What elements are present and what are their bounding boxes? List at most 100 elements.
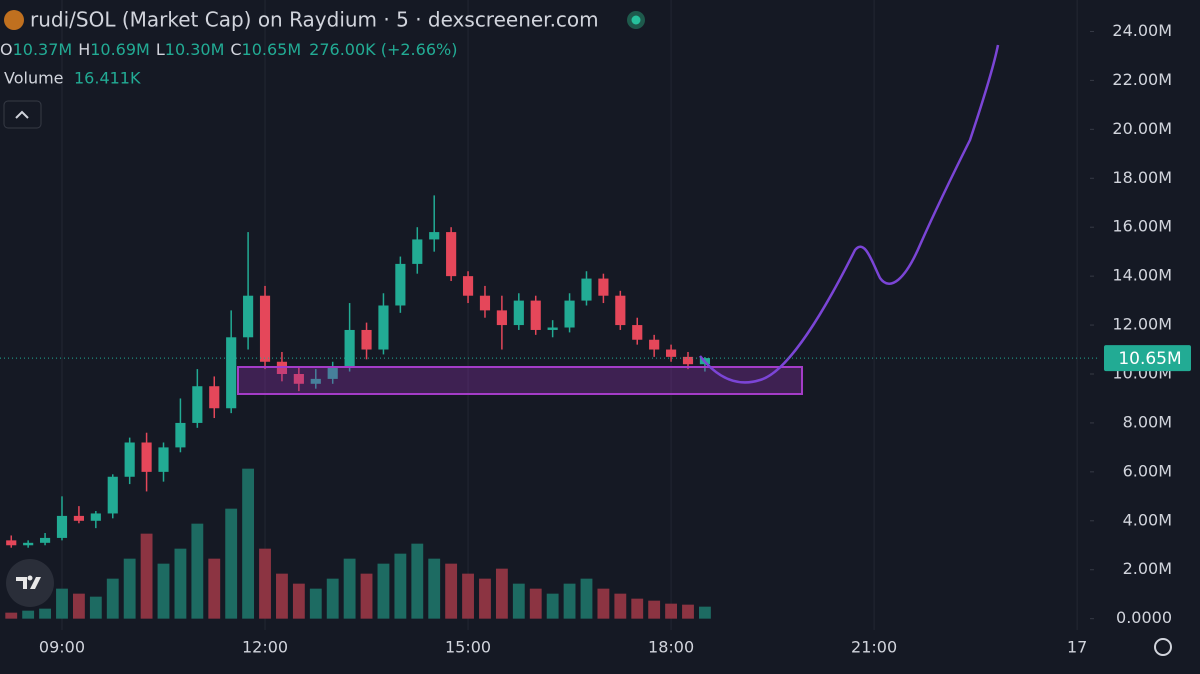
candle-body bbox=[446, 232, 457, 277]
volume-bar bbox=[648, 600, 661, 619]
candle-body bbox=[73, 515, 84, 521]
y-tick-label: 20.00M bbox=[1112, 119, 1172, 138]
volume-value: 16.411K bbox=[74, 69, 141, 88]
volume-bar bbox=[157, 563, 170, 619]
volume-bar bbox=[140, 533, 153, 619]
volume-bar bbox=[259, 548, 271, 619]
candle-body bbox=[615, 295, 626, 326]
volume-bar bbox=[411, 543, 424, 619]
y-tick-label: 18.00M bbox=[1112, 168, 1172, 187]
candle-body bbox=[141, 442, 152, 472]
candle-body bbox=[361, 329, 372, 350]
candle-body bbox=[226, 337, 237, 409]
volume-bar bbox=[360, 573, 373, 619]
y-tick-label: 16.00M bbox=[1112, 217, 1172, 236]
collapse-button[interactable] bbox=[3, 100, 42, 129]
candle-body bbox=[412, 239, 423, 264]
volume-bar bbox=[225, 508, 238, 619]
chart-title: rudi/SOL (Market Cap) on Raydium · 5 · d… bbox=[30, 8, 599, 32]
last-price-tag bbox=[1104, 345, 1191, 372]
candle-body bbox=[632, 325, 643, 340]
volume-bar bbox=[22, 610, 35, 619]
volume-bar bbox=[242, 468, 255, 619]
volume-bar bbox=[495, 568, 508, 619]
volume-bar bbox=[428, 558, 441, 619]
volume-bar bbox=[89, 596, 102, 619]
settings-icon[interactable] bbox=[1154, 638, 1172, 656]
volume-bar bbox=[546, 593, 559, 619]
candle-body bbox=[107, 476, 118, 514]
volume-bar bbox=[665, 603, 678, 619]
token-icon bbox=[4, 10, 24, 30]
candle-body bbox=[158, 447, 169, 472]
candle-body bbox=[462, 276, 474, 296]
candle-body bbox=[23, 542, 34, 546]
candle-body bbox=[192, 386, 203, 423]
volume-bar bbox=[343, 558, 356, 619]
candle-body bbox=[479, 295, 491, 311]
y-tick-label: 24.00M bbox=[1112, 21, 1172, 40]
ohlc-value: 10.37M bbox=[13, 40, 73, 59]
caret-icon bbox=[15, 110, 29, 119]
candle-body bbox=[327, 366, 338, 379]
volume-bar bbox=[529, 588, 542, 619]
last-price-label: 10.65M bbox=[1118, 349, 1181, 369]
change-value: 276.00K (+2.66%) bbox=[309, 40, 457, 59]
status-dot bbox=[631, 15, 641, 25]
y-tick-label: 2.00M bbox=[1123, 559, 1172, 578]
volume-bar bbox=[597, 588, 610, 619]
candle-body bbox=[564, 300, 575, 328]
y-tick-label: 12.00M bbox=[1112, 315, 1172, 334]
y-tick-label: 14.00M bbox=[1112, 266, 1172, 285]
volume-bar bbox=[39, 608, 51, 619]
volume-bar bbox=[698, 606, 711, 619]
candle-body bbox=[496, 310, 507, 326]
y-tick-label: 0.0000 bbox=[1116, 608, 1172, 627]
candle-body bbox=[6, 540, 17, 546]
candle-body bbox=[209, 386, 220, 409]
ohlc-value: 10.30M bbox=[165, 40, 225, 59]
volume-bar bbox=[309, 588, 322, 619]
candle-body bbox=[124, 442, 135, 477]
volume-bar bbox=[377, 563, 390, 619]
candle-body bbox=[666, 349, 677, 357]
volume-bar bbox=[445, 563, 458, 619]
candle-body bbox=[293, 373, 304, 384]
volume-bar bbox=[72, 593, 85, 619]
volume-bar bbox=[292, 583, 305, 619]
x-tick-label: 15:00 bbox=[445, 638, 491, 657]
candle-body bbox=[547, 327, 558, 330]
candle-body bbox=[175, 422, 186, 448]
volume-bar bbox=[631, 598, 644, 619]
volume-bar bbox=[5, 612, 18, 619]
candle-body bbox=[395, 263, 406, 306]
ohlc-key: C bbox=[230, 40, 241, 59]
volume-bar bbox=[580, 578, 593, 619]
candle-body bbox=[310, 378, 321, 384]
candle-body bbox=[378, 305, 389, 350]
volume-bar bbox=[479, 578, 491, 619]
ohlc-value: 10.65M bbox=[242, 40, 302, 59]
x-tick-label: 09:00 bbox=[39, 638, 85, 657]
ohlc-key: L bbox=[156, 40, 165, 59]
y-tick-label: 6.00M bbox=[1123, 461, 1172, 480]
x-tick-label: 21:00 bbox=[851, 638, 897, 657]
candle-body bbox=[513, 300, 524, 326]
volume-key: Volume bbox=[4, 69, 64, 88]
x-tick-label: 12:00 bbox=[242, 638, 288, 657]
volume-bar bbox=[614, 593, 627, 619]
candle-body bbox=[581, 278, 592, 301]
volume-bar bbox=[563, 583, 576, 619]
x-tick-label: 17 bbox=[1067, 638, 1087, 657]
volume-bar bbox=[208, 558, 221, 619]
y-tick-label: 4.00M bbox=[1123, 510, 1172, 529]
candle-body bbox=[39, 537, 51, 543]
tv-logo-mark bbox=[16, 577, 41, 589]
candle-body bbox=[649, 339, 660, 350]
candle-body bbox=[56, 515, 68, 538]
tv-logo[interactable] bbox=[6, 559, 54, 607]
volume-bar bbox=[191, 523, 204, 619]
volume-bar bbox=[276, 573, 288, 619]
volume-bar bbox=[462, 573, 474, 619]
volume-bar bbox=[394, 553, 407, 619]
